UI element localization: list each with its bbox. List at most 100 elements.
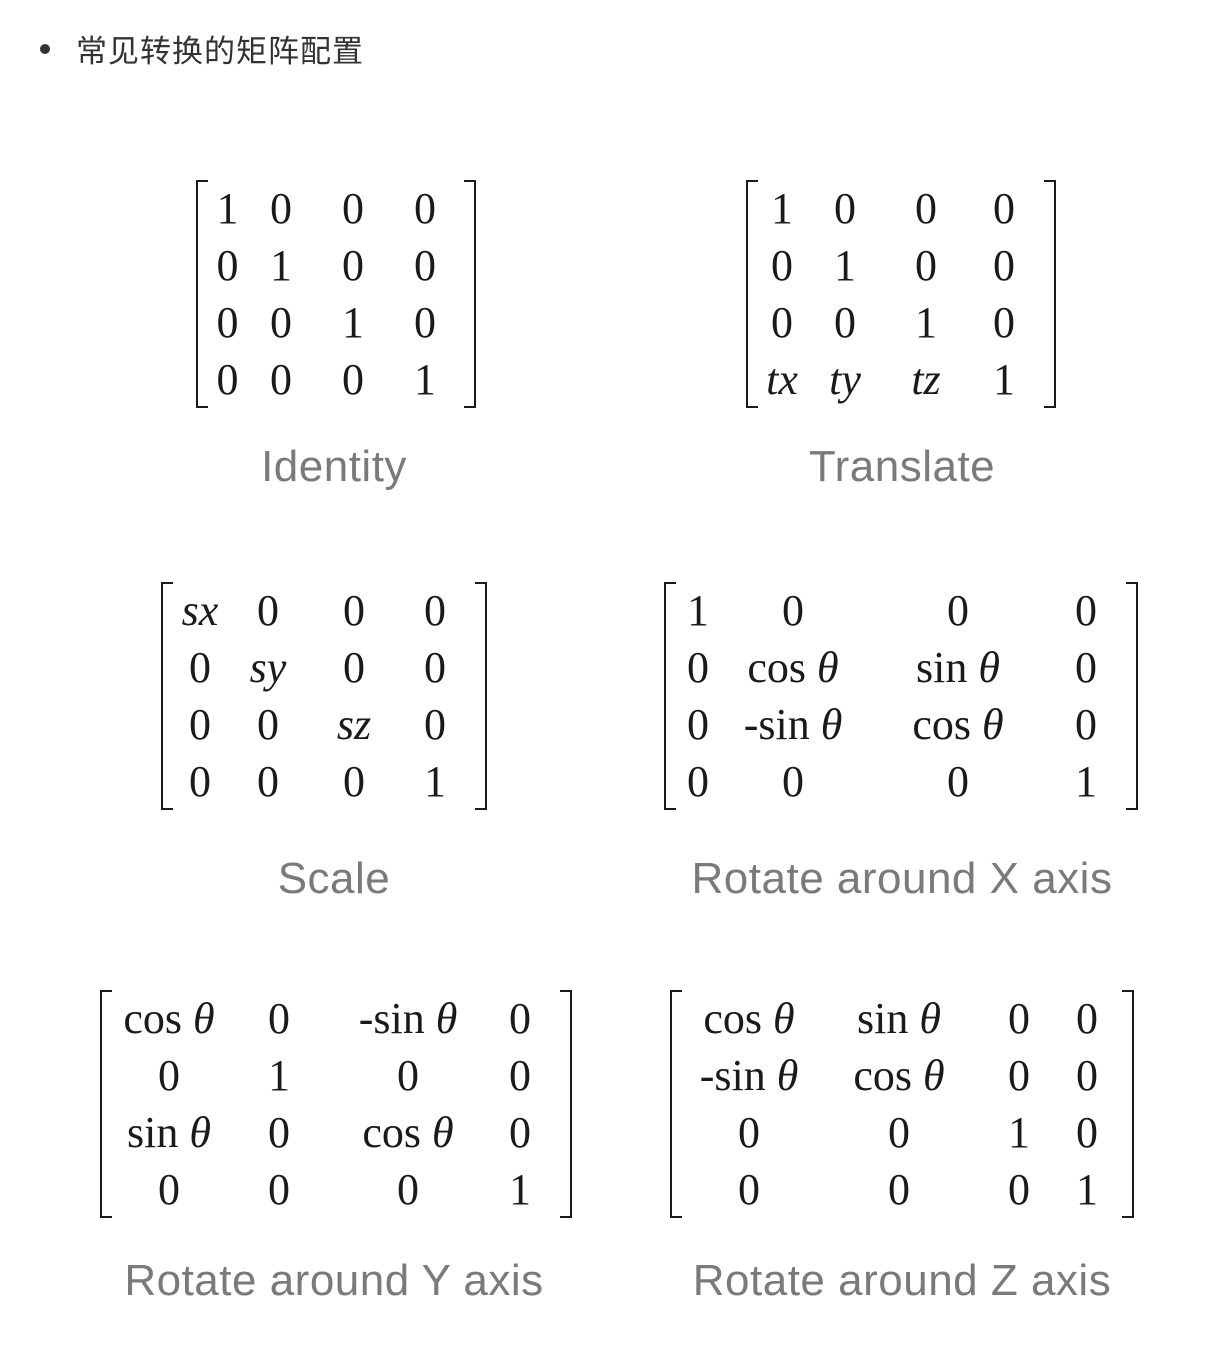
matrix-cell: 0 <box>687 700 709 749</box>
matrix-cell: 0 <box>782 586 804 635</box>
matrix-cell: 0 <box>343 643 365 692</box>
matrix-cell: 0 <box>414 184 436 233</box>
right-bracket <box>464 180 476 408</box>
right-bracket <box>560 990 572 1218</box>
matrix-cell: 1 <box>1008 1108 1030 1157</box>
caption-translate: Translate <box>808 442 996 491</box>
matrix-cell: 0 <box>738 1165 760 1214</box>
matrix-cell: 1 <box>993 355 1015 404</box>
matrix-cell: -sin θ <box>358 994 458 1043</box>
matrix-translate: 1 0 0 0 0 1 0 0 0 0 1 0 tx ty tz 1 <box>746 180 1056 408</box>
caption-rotate-x: Rotate around X axis <box>691 854 1113 903</box>
matrix-cell: 1 <box>509 1165 531 1214</box>
left-bracket <box>670 990 682 1218</box>
matrix-cell: 0 <box>257 700 279 749</box>
matrix-cell: 0 <box>257 757 279 806</box>
matrix-cell: 0 <box>915 184 937 233</box>
matrix-cell: 0 <box>687 757 709 806</box>
matrix-cell: 0 <box>268 1108 290 1157</box>
matrix-scale: sx 0 0 0 0 sy 0 0 0 0 sz 0 0 0 0 1 <box>161 582 487 810</box>
matrix-cell: 0 <box>268 994 290 1043</box>
section-heading: 常见转换的矩阵配置 <box>76 34 364 70</box>
matrix-cell: 0 <box>257 586 279 635</box>
matrix-cell: 0 <box>738 1108 760 1157</box>
matrix-cell: 0 <box>1075 700 1097 749</box>
matrix-cell: 0 <box>189 757 211 806</box>
matrix-cell: sz <box>336 700 372 749</box>
matrix-cell: 1 <box>216 184 239 233</box>
matrix-cell: 0 <box>414 298 436 347</box>
caption-scale: Scale <box>277 854 391 903</box>
matrix-cell: 1 <box>915 298 937 347</box>
matrix-cell: 0 <box>1076 1051 1098 1100</box>
bullet-icon <box>40 43 50 54</box>
matrix-cell: 0 <box>342 355 364 404</box>
matrix-cell: 0 <box>216 355 239 404</box>
matrix-cell: 0 <box>947 586 969 635</box>
matrix-cell: sin θ <box>857 994 941 1043</box>
matrix-cell: 0 <box>782 757 804 806</box>
matrix-cell: 0 <box>1008 1165 1030 1214</box>
matrix-cell: 0 <box>397 1165 419 1214</box>
matrix-cell: cos θ <box>747 643 839 692</box>
matrix-cell: 0 <box>189 643 211 692</box>
matrix-cell: 1 <box>270 241 292 290</box>
matrix-cell: 0 <box>509 1051 531 1100</box>
matrix-cell: 0 <box>947 757 969 806</box>
matrix-cell: 0 <box>1008 1051 1030 1100</box>
matrix-cell: -sin θ <box>699 1051 799 1100</box>
caption-identity: Identity <box>261 442 407 491</box>
matrix-cell: 0 <box>509 994 531 1043</box>
matrix-cell: 0 <box>993 184 1015 233</box>
matrix-cell: 0 <box>1075 586 1097 635</box>
matrix-cell: 1 <box>771 184 793 233</box>
matrix-cell: 1 <box>424 757 446 806</box>
matrix-cell: 1 <box>1076 1165 1098 1214</box>
matrix-cell: tx <box>766 355 798 404</box>
matrix-cell: 1 <box>268 1051 290 1100</box>
matrix-rotate-y: cos θ 0 -sin θ 0 0 1 0 0 sin θ 0 cos θ 0 0 0 0 1 <box>100 990 572 1218</box>
matrix-cell: 0 <box>343 757 365 806</box>
matrix-cell: 0 <box>270 355 292 404</box>
left-bracket <box>161 582 173 810</box>
matrix-cell: 0 <box>158 1165 180 1214</box>
matrix-cell: 0 <box>216 298 239 347</box>
matrix-cell: cos θ <box>912 700 1004 749</box>
matrix-cell: 1 <box>1075 757 1097 806</box>
left-bracket <box>664 582 676 810</box>
matrix-cell: 0 <box>915 241 937 290</box>
matrix-cell: 0 <box>158 1051 180 1100</box>
matrix-cell: 0 <box>888 1165 910 1214</box>
caption-rotate-z: Rotate around Z axis <box>692 1256 1112 1305</box>
left-bracket <box>746 180 758 408</box>
matrix-cell: ty <box>829 355 861 404</box>
matrix-cell: sy <box>249 643 287 692</box>
matrix-cell: tz <box>911 355 941 404</box>
matrix-cell: 0 <box>216 241 239 290</box>
matrix-cell: cos θ <box>853 1051 945 1100</box>
matrix-cell: 0 <box>414 241 436 290</box>
matrix-cell: 0 <box>771 298 793 347</box>
matrix-cell: 0 <box>509 1108 531 1157</box>
matrix-cell: cos θ <box>362 1108 454 1157</box>
matrix-cell: sin θ <box>916 643 1000 692</box>
matrix-cell: 0 <box>268 1165 290 1214</box>
matrix-cell: 0 <box>343 586 365 635</box>
matrix-cell: 0 <box>342 241 364 290</box>
matrix-cell: 0 <box>1076 994 1098 1043</box>
left-bracket <box>100 990 112 1218</box>
list-item: 常见转换的矩阵配置 <box>40 26 364 71</box>
matrix-cell: 0 <box>993 241 1015 290</box>
matrix-cell: cos θ <box>123 994 215 1043</box>
matrix-cell: 0 <box>1075 643 1097 692</box>
matrix-cell: 0 <box>270 184 292 233</box>
matrix-cell: sin θ <box>127 1108 211 1157</box>
matrix-cell: 0 <box>424 586 446 635</box>
matrix-cell: 0 <box>424 700 446 749</box>
matrix-cell: 1 <box>342 298 364 347</box>
matrix-cell: 0 <box>993 298 1015 347</box>
left-bracket <box>196 180 208 408</box>
matrix-cell: 0 <box>270 298 292 347</box>
